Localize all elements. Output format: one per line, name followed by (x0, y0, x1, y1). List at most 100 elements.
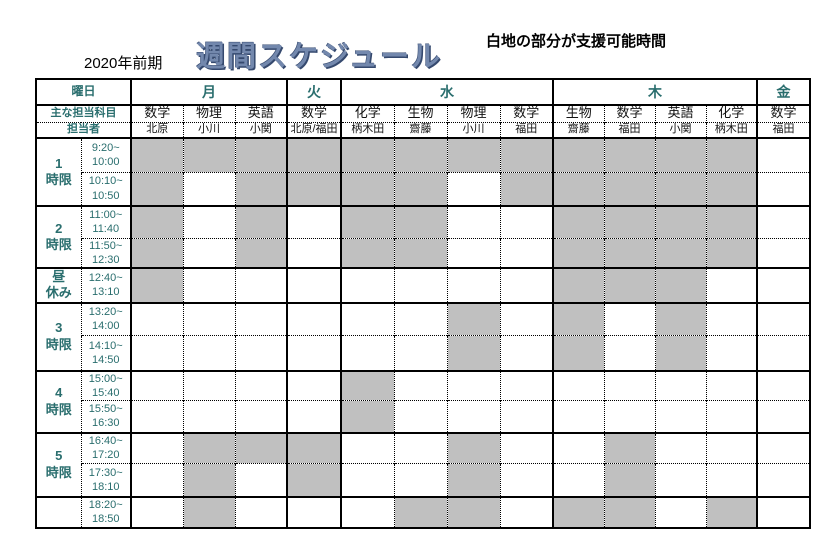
slot-available-cell (393, 369, 447, 401)
staff-row-label: 担当者 (36, 121, 131, 138)
slot-busy-cell (340, 171, 394, 206)
time-range: 11:50~ 12:30 (80, 237, 131, 269)
slot-busy-cell (499, 171, 553, 206)
slot-available-cell (393, 267, 447, 303)
slot-busy-cell (182, 463, 235, 497)
slot-available-cell (705, 335, 757, 371)
slot-available-cell (756, 335, 810, 371)
slot-available-cell (756, 431, 810, 464)
slot-available-cell (234, 495, 287, 528)
slot-available-cell (340, 463, 394, 497)
period-label-text: 休み (45, 285, 72, 301)
subject-cell: 数学 (499, 104, 553, 122)
time-range-text: 17:20 (91, 449, 120, 462)
time-range-text: 14:10~ (88, 339, 123, 352)
slot-busy-cell (340, 205, 394, 238)
subject-cell: 生物 (552, 104, 604, 122)
slot-busy-cell (130, 171, 183, 206)
slot-busy-cell (552, 267, 604, 303)
slot-available-cell (182, 301, 235, 336)
time-range: 18:20~ 18:50 (80, 495, 131, 528)
day-header-3-text: 水 (440, 83, 454, 100)
time-range-text: 11:50~ (89, 239, 123, 252)
slot-busy-cell (340, 137, 394, 172)
time-range-text: 18:10 (91, 480, 120, 493)
staff-cell: 小関 (654, 121, 706, 138)
slot-busy-cell (130, 205, 183, 238)
subject-cell-text: 数学 (144, 105, 171, 121)
staff-row-label-text: 担当者 (67, 123, 100, 136)
slot-available-cell (756, 495, 810, 528)
slot-busy-cell (654, 335, 706, 371)
subject-cell: 化学 (340, 104, 394, 122)
slot-available-cell (499, 205, 553, 238)
slot-busy-cell (446, 301, 500, 336)
slot-available-cell (654, 369, 706, 401)
slot-available-cell (340, 267, 394, 303)
day-header-3: 水 (340, 79, 553, 105)
staff-cell-text: 北原/福田 (290, 123, 338, 136)
slot-available-cell (130, 463, 183, 497)
slot-busy-cell (603, 137, 655, 172)
time-range-text: 11:40 (92, 223, 120, 236)
slot-busy-cell (603, 463, 655, 497)
slot-available-cell (286, 495, 341, 528)
period-label-text: 時限 (45, 237, 72, 253)
subject-row-label-text: 主な担当科目 (50, 107, 117, 120)
time-range-text: 10:00 (91, 156, 120, 169)
period-label: 3 時限 (36, 301, 81, 371)
slot-busy-cell (654, 171, 706, 206)
slot-available-cell (499, 237, 553, 269)
staff-cell-text: 柄木田 (714, 123, 748, 136)
slot-available-cell (756, 205, 810, 238)
slot-busy-cell (654, 301, 706, 336)
period-label-text: 時限 (45, 172, 72, 187)
slot-available-cell (446, 171, 500, 206)
slot-busy-cell (603, 267, 655, 303)
staff-cell-text: 福田 (515, 123, 538, 136)
slot-available-cell (705, 369, 757, 401)
subject-cell-text: 数学 (770, 105, 797, 121)
slot-busy-cell (393, 237, 447, 269)
slot-available-cell (234, 301, 287, 336)
slot-busy-cell (552, 205, 604, 238)
subject-cell-text: 数学 (300, 105, 327, 121)
slot-busy-cell (393, 495, 447, 528)
slot-busy-cell (234, 431, 287, 464)
slot-busy-cell (182, 495, 235, 528)
period-label-text: 3 (55, 320, 63, 336)
slot-busy-cell (182, 137, 235, 172)
time-range-text: 10:10~ (88, 175, 123, 188)
slot-busy-cell (552, 301, 604, 336)
staff-cell: 齋藤 (393, 121, 447, 138)
staff-cell-text: 小関 (669, 123, 692, 136)
slot-available-cell (552, 369, 604, 401)
slot-available-cell (499, 431, 553, 464)
time-range: 11:00~ 11:40 (80, 205, 131, 238)
subject-cell: 数学 (603, 104, 655, 122)
day-header-4-text: 木 (648, 83, 662, 100)
slot-busy-cell (130, 267, 183, 303)
slot-busy-cell (705, 237, 757, 269)
slot-available-cell (340, 495, 394, 528)
period-label-text: 5 (55, 448, 63, 464)
subject-cell: 物理 (446, 104, 500, 122)
slot-available-cell (603, 400, 655, 433)
staff-cell: 北原/福田 (286, 121, 341, 138)
slot-available-cell (654, 400, 706, 433)
slot-available-cell (552, 400, 604, 433)
subject-cell-text: 生物 (565, 105, 592, 121)
slot-available-cell (654, 495, 706, 528)
time-range-text: 14:00 (91, 320, 120, 333)
slot-available-cell (499, 369, 553, 401)
slot-busy-cell (654, 267, 706, 303)
slot-available-cell (182, 400, 235, 433)
subject-cell: 生物 (393, 104, 447, 122)
period-label: 5 時限 (36, 431, 81, 497)
time-range-text: 17:30~ (88, 466, 123, 479)
period-label-text: 1 (55, 155, 63, 171)
time-range: 9:20~ 10:00 (80, 137, 131, 172)
slot-available-cell (446, 267, 500, 303)
slot-available-cell (756, 463, 810, 497)
slot-busy-cell (234, 237, 287, 269)
